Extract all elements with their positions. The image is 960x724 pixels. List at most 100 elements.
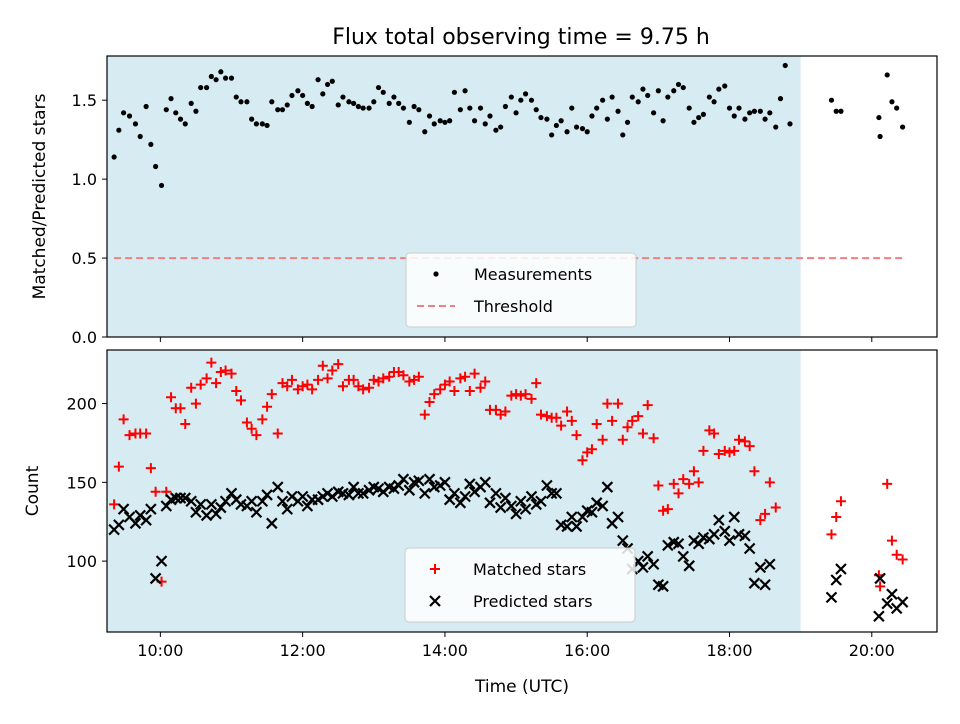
data-point — [194, 498, 207, 511]
series-measurements — [111, 62, 906, 189]
data-point — [764, 558, 776, 571]
data-point — [392, 479, 405, 492]
data-point — [513, 110, 519, 116]
data-point — [515, 495, 527, 508]
data-point — [449, 385, 460, 396]
data-point — [645, 92, 651, 99]
data-point — [460, 371, 471, 382]
data-point — [544, 116, 550, 122]
data-point — [613, 398, 624, 409]
data-point — [767, 110, 773, 116]
data-point — [709, 428, 720, 439]
data-point — [218, 69, 224, 75]
data-point — [148, 141, 154, 148]
data-point — [677, 550, 690, 563]
data-point — [716, 86, 722, 92]
data-point — [541, 411, 552, 422]
data-point — [731, 113, 737, 119]
data-point — [566, 415, 577, 426]
data-point — [594, 105, 600, 111]
data-point — [335, 102, 341, 108]
data-point — [320, 91, 326, 97]
data-point — [660, 118, 666, 124]
data-point — [424, 396, 435, 407]
data-point — [675, 81, 682, 88]
data-point — [515, 390, 526, 401]
data-point — [640, 86, 646, 92]
data-point — [482, 121, 488, 127]
data-point — [307, 384, 318, 395]
data-point — [480, 376, 491, 387]
data-point — [251, 430, 262, 441]
axes-frame — [106, 349, 938, 633]
data-point — [831, 511, 842, 522]
data-point — [556, 420, 567, 431]
data-point — [882, 478, 893, 489]
data-point — [724, 447, 735, 458]
data-point — [782, 62, 788, 69]
data-point — [215, 501, 227, 514]
data-point — [352, 487, 365, 500]
data-point — [739, 530, 751, 542]
data-point — [282, 381, 293, 392]
data-point — [475, 382, 486, 393]
data-point — [443, 493, 456, 506]
data-point — [190, 398, 201, 409]
x-tick-label: 18:00 — [706, 641, 752, 660]
data-point — [261, 489, 273, 501]
data-point — [562, 406, 573, 417]
data-point — [494, 501, 507, 514]
data-point — [238, 99, 244, 105]
data-point — [637, 428, 648, 439]
data-point — [177, 116, 184, 122]
data-point — [205, 498, 218, 511]
data-point — [576, 511, 589, 523]
data-point — [668, 478, 679, 489]
data-point — [573, 124, 580, 130]
data-point — [297, 381, 308, 392]
data-point — [245, 495, 258, 508]
y-axis-label: Count — [23, 465, 43, 516]
data-point — [759, 578, 771, 591]
data-point — [391, 94, 397, 100]
data-point — [447, 118, 453, 124]
data-point — [498, 124, 504, 130]
data-point — [719, 445, 730, 456]
data-point — [233, 94, 239, 100]
data-point — [508, 94, 514, 100]
data-point — [835, 563, 847, 575]
data-point — [550, 487, 563, 500]
data-point — [309, 103, 315, 110]
chart-title: Flux total observing time = 9.75 h — [332, 25, 710, 50]
data-point — [117, 503, 130, 515]
data-point — [284, 102, 290, 108]
data-point — [696, 114, 702, 121]
data-point — [884, 72, 890, 78]
data-point — [743, 542, 756, 555]
data-point — [747, 110, 753, 116]
data-point — [464, 478, 476, 490]
data-point — [700, 111, 707, 118]
data-point — [726, 105, 733, 111]
data-point — [484, 497, 496, 509]
y-tick-label: 0.0 — [72, 328, 97, 347]
data-point — [706, 94, 712, 100]
data-point — [347, 481, 360, 493]
data-point — [493, 127, 499, 133]
data-point — [653, 480, 664, 491]
data-point — [577, 455, 588, 466]
data-point — [711, 99, 717, 105]
data-point — [665, 94, 671, 100]
data-point — [518, 97, 524, 103]
data-point — [185, 495, 197, 508]
data-point — [541, 479, 553, 492]
data-point — [744, 441, 755, 452]
data-point — [671, 88, 677, 94]
data-point — [553, 122, 559, 129]
y-axis-label: Matched/Predicted stars — [30, 93, 50, 299]
data-point — [155, 555, 168, 567]
data-point — [897, 554, 908, 565]
data-point — [182, 121, 188, 127]
data-point — [149, 572, 162, 585]
